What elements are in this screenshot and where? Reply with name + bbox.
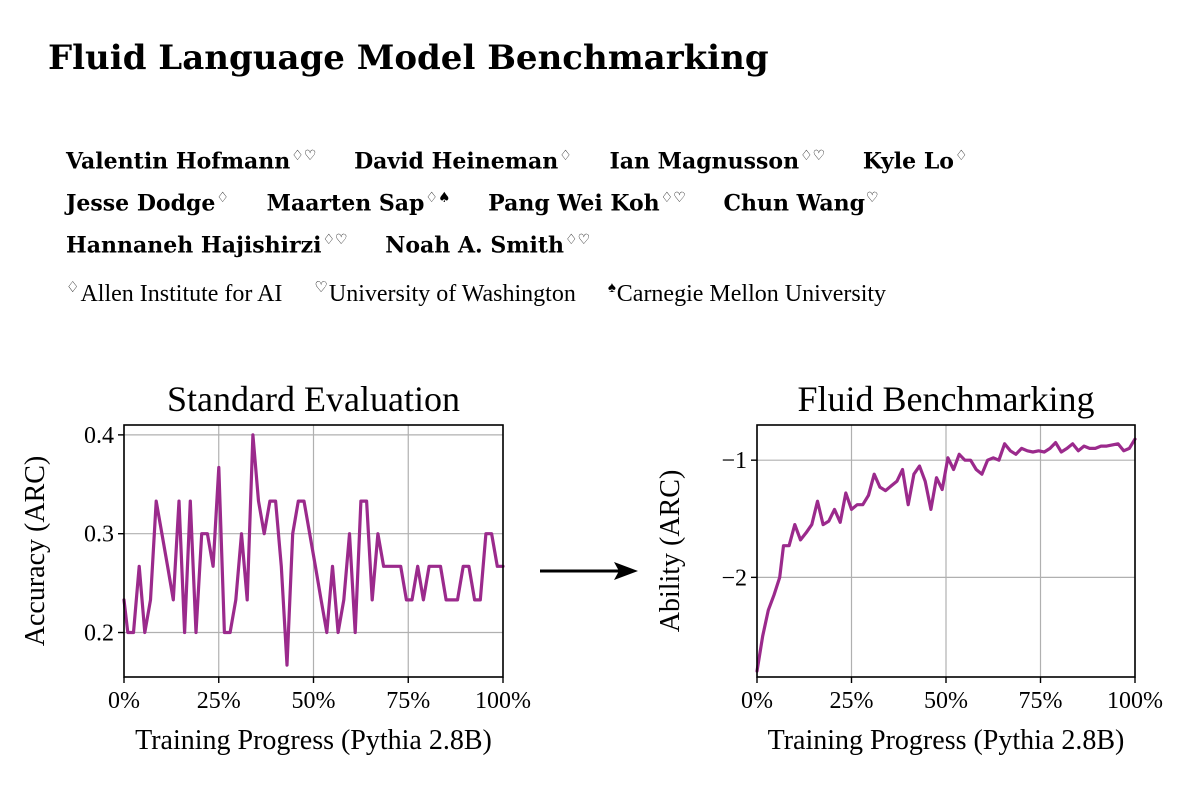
x-tick-label: 0% bbox=[108, 688, 140, 714]
author-name: Noah A. Smith bbox=[385, 232, 565, 259]
y-tick-label: 0.3 bbox=[84, 522, 114, 548]
affiliation-mark: ♡ bbox=[314, 280, 328, 296]
author: Valentin Hofmann♢♡ bbox=[66, 148, 316, 174]
affiliation: ♠Carnegie Mellon University bbox=[608, 280, 886, 308]
affiliation-marks: ♢ bbox=[216, 190, 229, 206]
arrow-icon bbox=[540, 562, 638, 580]
affiliation-marks: ♢ bbox=[559, 148, 572, 164]
author-name: Kyle Lo bbox=[862, 148, 954, 175]
author-line: Valentin Hofmann♢♡ David Heineman♢ Ian M… bbox=[66, 148, 998, 190]
author: Noah A. Smith♢♡ bbox=[385, 232, 590, 258]
affiliation-marks: ♢♠ bbox=[425, 190, 451, 206]
x-tick-label: 75% bbox=[1019, 688, 1063, 714]
standard-evaluation-chart: 0% 25% 50% 75% 100% 0.2 0.3 0.4 Standard Evaluat… bbox=[20, 379, 531, 756]
author-list: Valentin Hofmann♢♡ David Heineman♢ Ian M… bbox=[66, 148, 998, 274]
author: Ian Magnusson♢♡ bbox=[609, 148, 825, 174]
author-name: Chun Wang bbox=[723, 190, 866, 217]
affiliation: ♢Allen Institute for AI bbox=[66, 278, 282, 308]
y-axis-label: Accuracy (ARC) bbox=[20, 456, 51, 646]
affiliation-list: ♢Allen Institute for AI ♡University of W… bbox=[66, 278, 912, 308]
arrow-head bbox=[614, 562, 638, 580]
y-tick-label: 0.2 bbox=[84, 621, 114, 647]
y-tick-label: 0.4 bbox=[84, 423, 114, 449]
author: Kyle Lo♢ bbox=[863, 148, 968, 174]
author: Chun Wang♡ bbox=[723, 190, 878, 216]
author-name: David Heineman bbox=[354, 148, 559, 175]
affiliation-marks: ♡ bbox=[866, 190, 879, 206]
x-axis-label: Training Progress (Pythia 2.8B) bbox=[135, 725, 492, 756]
x-tick-label: 50% bbox=[924, 688, 968, 714]
x-tick-label: 100% bbox=[475, 688, 531, 714]
author-name: Hannaneh Hajishirzi bbox=[66, 232, 322, 259]
y-tick-label: −2 bbox=[721, 565, 747, 591]
x-tick-label: 25% bbox=[197, 688, 241, 714]
affiliation-name: University of Washington bbox=[328, 281, 576, 307]
author-name: Ian Magnusson bbox=[609, 148, 800, 175]
x-tick-label: 25% bbox=[830, 688, 874, 714]
x-axis-label: Training Progress (Pythia 2.8B) bbox=[768, 725, 1125, 756]
affiliation-mark: ♢ bbox=[66, 280, 80, 296]
chart-title: Standard Evaluation bbox=[167, 379, 460, 419]
affiliation-marks: ♢♡ bbox=[291, 148, 317, 164]
author-name: Jesse Dodge bbox=[66, 190, 216, 217]
author-line: Hannaneh Hajishirzi♢♡ Noah A. Smith♢♡ bbox=[66, 232, 998, 274]
x-tick-label: 50% bbox=[292, 688, 336, 714]
fluid-benchmarking-chart: 0% 25% 50% 75% 100% −1 −2 Fluid Benchmarking Tra… bbox=[655, 379, 1163, 756]
affiliation-marks: ♢♡ bbox=[660, 190, 686, 206]
affiliation-marks: ♢♡ bbox=[322, 232, 348, 248]
affiliation-marks: ♢♡ bbox=[565, 232, 591, 248]
paper-title: Fluid Language Model Benchmarking bbox=[48, 38, 769, 78]
affiliation-marks: ♢♡ bbox=[800, 148, 826, 164]
author-name: Pang Wei Koh bbox=[488, 190, 660, 217]
series-line bbox=[755, 437, 1137, 673]
x-tick-label: 100% bbox=[1107, 688, 1163, 714]
author: Pang Wei Koh♢♡ bbox=[488, 190, 686, 216]
affiliation: ♡University of Washington bbox=[314, 278, 575, 308]
x-tick-label: 0% bbox=[741, 688, 773, 714]
series-line bbox=[122, 433, 505, 667]
x-tick-label: 75% bbox=[386, 688, 430, 714]
affiliation-marks: ♢ bbox=[954, 148, 968, 164]
author: Jesse Dodge♢ bbox=[66, 190, 229, 216]
affiliation-mark: ♠ bbox=[607, 280, 616, 296]
y-tick-label: −1 bbox=[721, 448, 747, 474]
affiliation-name: Carnegie Mellon University bbox=[616, 281, 887, 307]
author-name: Maarten Sap bbox=[266, 190, 425, 217]
chart-title: Fluid Benchmarking bbox=[798, 379, 1095, 419]
author-name: Valentin Hofmann bbox=[66, 148, 291, 175]
author: Maarten Sap♢♠ bbox=[267, 190, 451, 216]
affiliation-name: Allen Institute for AI bbox=[80, 281, 283, 307]
author: David Heineman♢ bbox=[354, 148, 572, 174]
author: Hannaneh Hajishirzi♢♡ bbox=[66, 232, 348, 258]
y-axis-label: Ability (ARC) bbox=[655, 470, 686, 633]
author-line: Jesse Dodge♢ Maarten Sap♢♠ Pang Wei Koh♢… bbox=[66, 190, 998, 232]
